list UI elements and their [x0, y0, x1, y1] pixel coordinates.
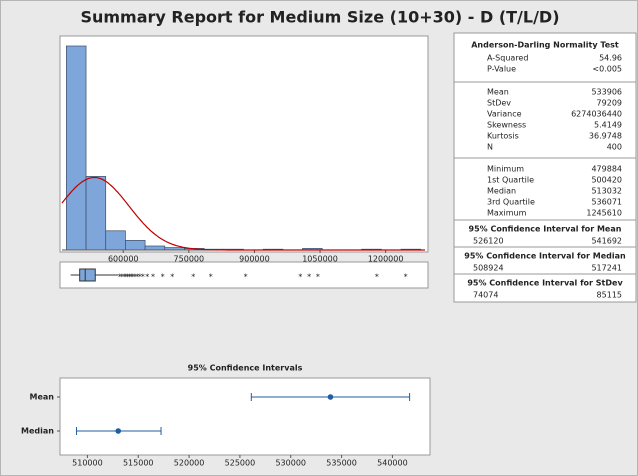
outlier: *	[161, 273, 165, 282]
outlier: *	[191, 273, 195, 282]
stat-value: 526120	[473, 237, 504, 246]
outlier: *	[316, 273, 320, 282]
stat-label: Median	[487, 187, 516, 196]
stat-label: P-Value	[487, 65, 516, 74]
stat-value: 400	[607, 143, 622, 152]
x-tick-label: 515000	[123, 459, 154, 468]
section-title: 95% Confidence Interval for Mean	[469, 225, 622, 234]
stat-value: 36.9748	[589, 132, 622, 141]
outlier: *	[133, 273, 137, 282]
stat-label: N	[487, 143, 493, 152]
stat-value: 500420	[591, 176, 622, 185]
stat-label: Variance	[487, 110, 522, 119]
outlier: *	[124, 273, 128, 282]
outlier: *	[151, 273, 155, 282]
outlier: *	[118, 273, 122, 282]
x-tick-label: 535000	[326, 459, 357, 468]
stat-value: 85115	[597, 291, 622, 300]
outlier: *	[145, 273, 149, 282]
stat-value: 5.4149	[594, 121, 622, 130]
stat-value: 6274036440	[571, 110, 622, 119]
histogram-bar	[125, 240, 146, 251]
outlier: *	[307, 273, 311, 282]
x-tick-label: 520000	[174, 459, 205, 468]
x-tick-label: 1200000	[368, 255, 404, 264]
outlier: *	[131, 273, 135, 282]
outlier: *	[138, 273, 142, 282]
stat-value: 517241	[591, 264, 622, 273]
x-tick-label: 530000	[275, 459, 306, 468]
section-title: 95% Confidence Interval for Median	[464, 252, 626, 261]
box	[79, 268, 96, 282]
section-title: Anderson-Darling Normality Test	[471, 41, 619, 50]
stat-value: <0.005	[592, 65, 622, 74]
stat-label: 3rd Quartile	[487, 198, 535, 207]
stat-value: 508924	[473, 264, 504, 273]
histogram-bar	[85, 176, 107, 251]
stat-label: Kurtosis	[487, 132, 519, 141]
interval-frame	[59, 377, 431, 456]
stat-label: 1st Quartile	[487, 176, 534, 185]
outlier: *	[244, 273, 248, 282]
x-tick-label: 600000	[108, 255, 139, 264]
outlier: *	[127, 273, 131, 282]
boxplot-frame	[59, 261, 429, 289]
outlier: *	[135, 273, 139, 282]
stat-value: 533906	[591, 88, 622, 97]
outlier: *	[375, 273, 379, 282]
stat-value: 74074	[473, 291, 498, 300]
stat-value: 536071	[591, 198, 622, 207]
histogram-bar	[105, 230, 126, 251]
stats-panel	[453, 32, 637, 303]
outlier: *	[120, 273, 124, 282]
stat-label: Minimum	[487, 165, 524, 174]
x-tick-label: 750000	[174, 255, 205, 264]
stat-value: 54.96	[599, 54, 622, 63]
outlier: *	[129, 273, 133, 282]
outlier: *	[126, 273, 130, 282]
outlier: *	[404, 273, 408, 282]
histogram-bar	[144, 245, 166, 251]
stat-label: Mean	[487, 88, 509, 97]
report-title: Summary Report for Medium Size (10+30) -…	[80, 8, 559, 27]
estimate-point	[115, 428, 122, 434]
stat-value: 479884	[591, 165, 622, 174]
section-title: 95% Confidence Interval for StDev	[467, 279, 623, 288]
y-tick-label: Median	[21, 427, 54, 436]
stat-label: Skewness	[487, 121, 526, 130]
outlier: *	[141, 273, 145, 282]
outlier: *	[298, 273, 302, 282]
x-tick-label: 900000	[239, 255, 270, 264]
x-tick-label: 1050000	[302, 255, 338, 264]
y-tick-label: Mean	[30, 393, 55, 402]
x-tick-label: 540000	[377, 459, 408, 468]
stat-value: 79209	[597, 99, 622, 108]
outlier: *	[122, 273, 126, 282]
x-tick-label: 510000	[72, 459, 103, 468]
outlier: *	[170, 273, 174, 282]
outlier: *	[209, 273, 213, 282]
stat-label: Maximum	[487, 209, 527, 218]
normal-fit	[61, 176, 425, 251]
estimate-point	[327, 394, 334, 400]
stat-label: StDev	[487, 99, 511, 108]
histogram-bar	[66, 45, 87, 251]
stat-value: 1245610	[586, 209, 622, 218]
stat-label: A-Squared	[487, 54, 528, 63]
stat-value: 513032	[591, 187, 622, 196]
x-tick-label: 525000	[225, 459, 256, 468]
stat-value: 541692	[591, 237, 622, 246]
interval-title: 95% Confidence Intervals	[188, 364, 303, 373]
histogram-frame	[59, 35, 429, 253]
